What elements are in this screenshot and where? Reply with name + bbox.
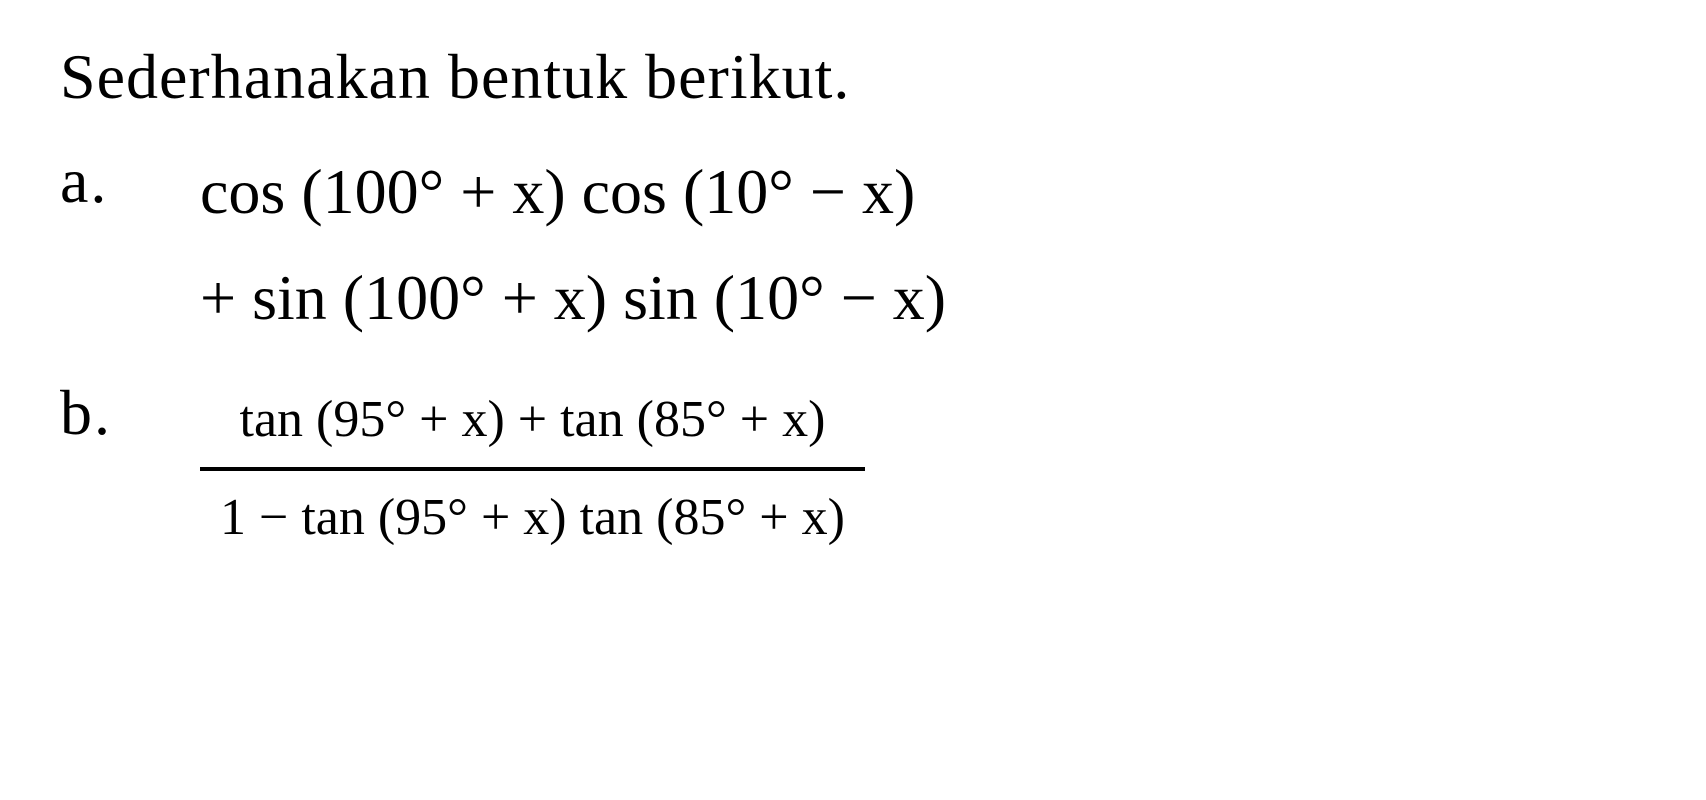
problem-b-denominator: 1 − tan (95° + x) tan (85° + x) xyxy=(200,467,865,562)
problem-b-numerator: tan (95° + x) + tan (85° + x) xyxy=(220,376,846,467)
problem-b-content: tan (95° + x) + tan (85° + x) 1 − tan (9… xyxy=(200,376,865,562)
problem-b: b. tan (95° + x) + tan (85° + x) 1 − tan… xyxy=(60,376,1646,562)
instruction-text: Sederhanakan bentuk berikut. xyxy=(60,40,1646,114)
problem-b-label: b. xyxy=(60,376,200,450)
problem-a: a. cos (100° + x) cos (10° − x) + sin (1… xyxy=(60,144,1646,356)
problem-a-content: cos (100° + x) cos (10° − x) + sin (100°… xyxy=(200,144,946,356)
problem-b-fraction: tan (95° + x) + tan (85° + x) 1 − tan (9… xyxy=(200,376,865,562)
problem-a-line1: cos (100° + x) cos (10° − x) xyxy=(200,144,946,240)
problem-a-line2: + sin (100° + x) sin (10° − x) xyxy=(200,250,946,346)
problem-a-label: a. xyxy=(60,144,200,218)
